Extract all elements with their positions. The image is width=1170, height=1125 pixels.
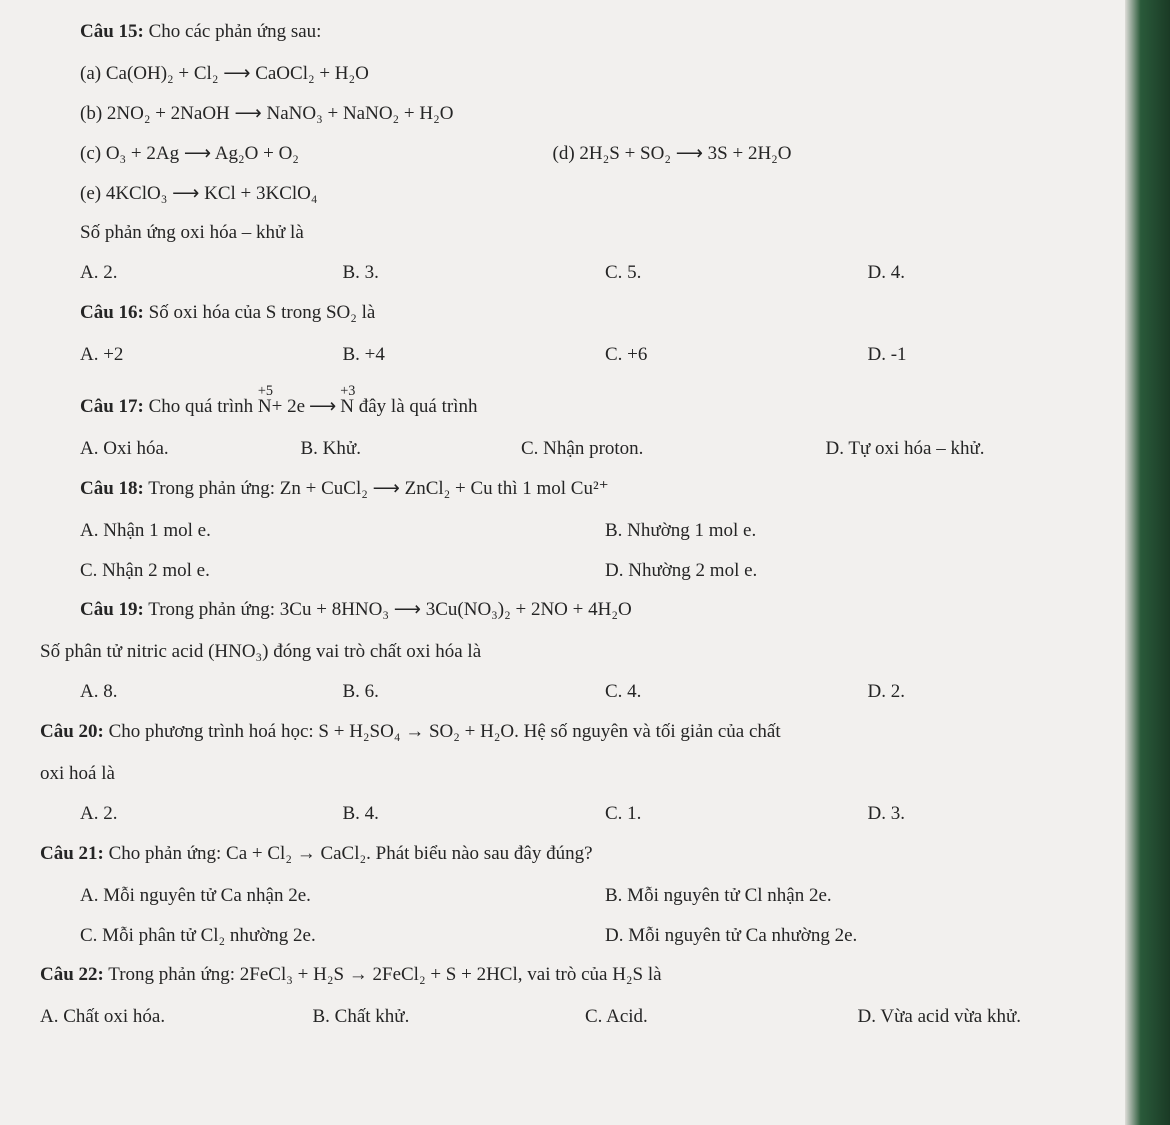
q19-line1: Trong phản ứng: 3Cu + 8HNO₃ ⟶ 3Cu(NO₃)₂ … <box>144 599 632 620</box>
q17-stack2-top: +3 <box>340 384 354 398</box>
q15-intro: Cho các phản ứng sau: <box>144 21 322 42</box>
q15-eq-a: (a) Ca(OH)₂ + Cl₂ ⟶ CaOCl₂ + H₂O <box>80 54 1130 94</box>
q19-opt-a: A. 8. <box>80 672 343 712</box>
q21-prompt: Cho phản ứng: Ca + Cl₂ → CaCl₂. Phát biể… <box>104 843 593 864</box>
q17-heading: Câu 17: <box>80 396 144 417</box>
q21-opt-b: B. Mỗi nguyên tử Cl nhận 2e. <box>605 876 1130 916</box>
q17-header: Câu 17: Cho quá trình +5N+ 2e⟶+3N đây là… <box>80 387 1130 427</box>
q15-eq-c: (c) O₃ + 2Ag ⟶ Ag₂O + O₂ <box>80 134 553 174</box>
q16-prompt: Số oxi hóa của S trong SO₂ là <box>144 302 375 323</box>
q15-opt-b: B. 3. <box>343 253 606 293</box>
q22-opt-d: D. Vừa acid vừa khử. <box>858 997 1131 1037</box>
q20-opt-a: A. 2. <box>80 794 343 834</box>
q18-opt-a: A. Nhận 1 mol e. <box>80 511 605 551</box>
q20-opt-b: B. 4. <box>343 794 606 834</box>
q21-opt-d: D. Mỗi nguyên tử Ca nhường 2e. <box>605 916 1130 956</box>
q20-opt-c: C. 1. <box>605 794 868 834</box>
q20-heading: Câu 20: <box>40 721 104 742</box>
q17-stack2-base: N <box>340 396 354 417</box>
q19-opt-d: D. 2. <box>868 672 1131 712</box>
q15-opt-d: D. 4. <box>868 253 1131 293</box>
q15-prompt: Số phản ứng oxi hóa – khử là <box>80 213 1130 253</box>
q18-opt-c: C. Nhận 2 mol e. <box>80 551 605 591</box>
q21-opt-a: A. Mỗi nguyên tử Ca nhận 2e. <box>80 876 605 916</box>
q17-opt-d: D. Tự oxi hóa – khử. <box>826 429 1131 469</box>
q15-header: Câu 15: Cho các phản ứng sau: <box>80 12 1130 52</box>
q15-eq-b: (b) 2NO₂ + 2NaOH ⟶ NaNO₃ + NaNO₂ + H₂O <box>80 94 1130 134</box>
q22-header: Câu 22: Trong phản ứng: 2FeCl₃ + H₂S → 2… <box>40 955 1130 995</box>
q17-stack2: +3N <box>340 397 354 416</box>
q16-opt-d: D. -1 <box>868 335 1131 375</box>
q17-opt-a: A. Oxi hóa. <box>80 429 301 469</box>
q17-stack1-base: N <box>258 396 272 417</box>
q15-heading: Câu 15: <box>80 21 144 42</box>
q18-opt-d: D. Nhường 2 mol e. <box>605 551 1130 591</box>
q19-header: Câu 19: Trong phản ứng: 3Cu + 8HNO₃ ⟶ 3C… <box>80 590 1130 630</box>
q16-heading: Câu 16: <box>80 302 144 323</box>
q22-prompt: Trong phản ứng: 2FeCl₃ + H₂S → 2FeCl₂ + … <box>104 964 662 985</box>
q20-line2: oxi hoá là <box>40 754 1130 794</box>
q15-eq-e: (e) 4KClO₃ ⟶ KCl + 3KClO₄ <box>80 174 1130 214</box>
q22-opt-a: A. Chất oxi hóa. <box>40 997 313 1037</box>
q22-heading: Câu 22: <box>40 964 104 985</box>
q22-opt-c: C. Acid. <box>585 997 858 1037</box>
q17-pre: Cho quá trình <box>144 396 258 417</box>
q18-header: Câu 18: Trong phản ứng: Zn + CuCl₂ ⟶ ZnC… <box>80 469 1130 509</box>
q19-opt-b: B. 6. <box>343 672 606 712</box>
q21-opt-c: C. Mỗi phân tử Cl₂ nhường 2e. <box>80 916 605 956</box>
q18-heading: Câu 18: <box>80 478 144 499</box>
q15-eq-d: (d) 2H₂S + SO₂ ⟶ 3S + 2H₂O <box>553 134 1131 174</box>
q20-line1: Cho phương trình hoá học: S + H₂SO₄ → SO… <box>104 721 781 742</box>
q15-opt-c: C. 5. <box>605 253 868 293</box>
q20-opt-d: D. 3. <box>868 794 1131 834</box>
q17-arrow: ⟶ <box>309 387 336 427</box>
q17-opt-b: B. Khử. <box>301 429 522 469</box>
q17-post: đây là quá trình <box>354 396 477 417</box>
q19-line2: Số phân tử nitric acid (HNO₃) đóng vai t… <box>40 632 1130 672</box>
q17-stack1: +5N <box>258 397 272 416</box>
q20-header: Câu 20: Cho phương trình hoá học: S + H₂… <box>40 712 1130 752</box>
q16-opt-b: B. +4 <box>343 335 606 375</box>
q16-header: Câu 16: Số oxi hóa của S trong SO₂ là <box>80 293 1130 333</box>
q19-opt-c: C. 4. <box>605 672 868 712</box>
q16-opt-c: C. +6 <box>605 335 868 375</box>
q17-mid: + 2e <box>272 396 305 417</box>
q17-opt-c: C. Nhận proton. <box>521 429 826 469</box>
q18-prompt: Trong phản ứng: Zn + CuCl₂ ⟶ ZnCl₂ + Cu … <box>144 478 609 499</box>
q21-header: Câu 21: Cho phản ứng: Ca + Cl₂ → CaCl₂. … <box>40 834 1130 874</box>
q19-heading: Câu 19: <box>80 599 144 620</box>
q21-heading: Câu 21: <box>40 843 104 864</box>
q22-opt-b: B. Chất khử. <box>313 997 586 1037</box>
q17-stack1-top: +5 <box>258 384 272 398</box>
q15-opt-a: A. 2. <box>80 253 343 293</box>
q16-opt-a: A. +2 <box>80 335 343 375</box>
q18-opt-b: B. Nhường 1 mol e. <box>605 511 1130 551</box>
